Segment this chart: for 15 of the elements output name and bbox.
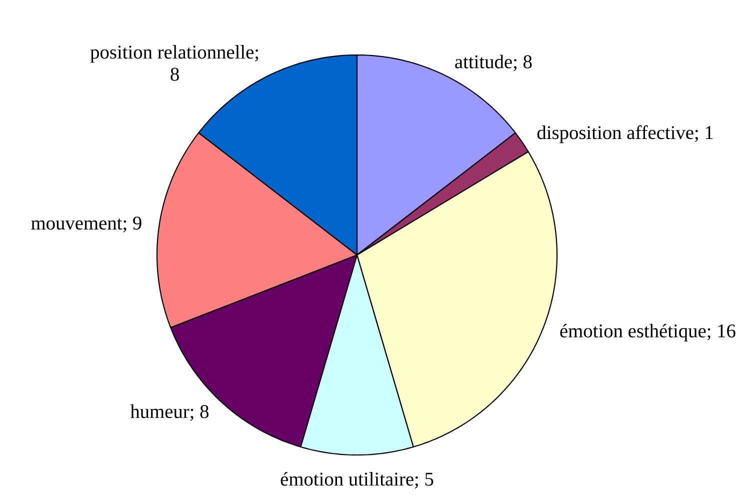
data-label: ; 5 <box>415 472 434 488</box>
slice-label: émotion utilitaire <box>280 472 414 486</box>
data-label: ; 16 <box>707 324 736 340</box>
data-label: ; 8 <box>514 55 532 72</box>
slice-label: humeur <box>130 404 190 418</box>
slice-label: attitude <box>455 54 512 68</box>
slice-label: émotion esthétique <box>560 324 706 342</box>
data-label: ; 1 <box>694 126 713 142</box>
data-label: ; 8 <box>190 405 209 421</box>
text: 8 <box>170 68 179 81</box>
slice-label: position relationnelle <box>90 45 254 63</box>
text: ; <box>255 49 258 62</box>
slice-label: disposition affective <box>537 125 694 144</box>
data-label: ; 9 <box>123 216 142 232</box>
slice-label: mouvement <box>31 218 122 230</box>
